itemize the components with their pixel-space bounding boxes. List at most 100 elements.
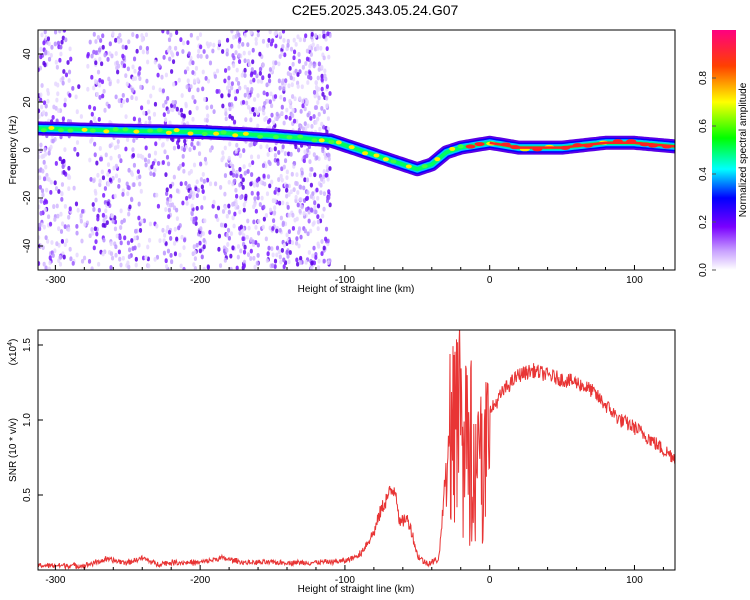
heatmap-noise-cell <box>95 91 99 97</box>
heatmap-noise-cell <box>137 117 142 123</box>
heatmap-noise-cell <box>69 256 73 262</box>
heatmap-noise-cell <box>264 236 268 242</box>
heatmap-noise-cell <box>57 189 61 194</box>
heatmap-ridge-peak <box>165 130 172 135</box>
heatmap-noise-cell <box>43 62 47 68</box>
heatmap-noise-cell <box>63 147 67 152</box>
heatmap-noise-cell <box>172 174 176 180</box>
heatmap-noise-cell <box>282 120 286 126</box>
heatmap-noise-cell <box>253 112 257 117</box>
heatmap-noise-cell <box>287 212 291 218</box>
heatmap-noise-cell <box>299 108 303 114</box>
heatmap-noise-cell <box>68 206 72 212</box>
heatmap-noise-cell <box>287 151 291 157</box>
heatmap-noise-cell <box>121 53 125 59</box>
heatmap-noise-cell <box>179 37 183 43</box>
heatmap-noise-cell <box>131 147 135 153</box>
heatmap-noise-cell <box>167 207 171 213</box>
heatmap-noise-cell <box>166 48 170 53</box>
heatmap-noise-cell <box>190 141 194 147</box>
heatmap-noise-cell <box>261 224 265 230</box>
heatmap-noise-cell <box>254 240 258 245</box>
heatmap-noise-cell <box>302 211 306 216</box>
heatmap-noise-cell <box>188 110 192 115</box>
heatmap-noise-cell <box>92 106 97 111</box>
heatmap-noise-cell <box>60 238 65 244</box>
heatmap-noise-cell <box>249 117 253 123</box>
heatmap-y-tick-label: -40 <box>22 238 33 253</box>
heatmap-noise-cell <box>168 120 172 126</box>
heatmap-noise-cell <box>278 254 282 260</box>
heatmap-noise-cell <box>219 222 224 228</box>
heatmap-noise-cell <box>252 182 257 188</box>
heatmap-noise-cell <box>124 146 128 152</box>
heatmap-noise-cell <box>275 252 279 258</box>
heatmap-noise-cell <box>170 69 174 74</box>
heatmap-noise-cell <box>263 117 267 122</box>
heatmap-noise-cell <box>281 30 286 34</box>
heatmap-noise-cell <box>309 115 313 121</box>
heatmap-noise-cell <box>287 259 291 265</box>
heatmap-noise-cell <box>309 228 313 234</box>
heatmap-noise-cell <box>256 191 260 197</box>
heatmap-noise-cell <box>162 238 166 244</box>
heatmap-noise-cell <box>186 78 190 84</box>
heatmap-noise-cell <box>312 63 316 69</box>
heatmap-noise-cell <box>238 37 242 42</box>
heatmap-noise-cell <box>127 254 131 260</box>
heatmap-noise-cell <box>138 76 142 82</box>
heatmap-noise-cell <box>244 117 248 123</box>
heatmap-noise-cell <box>251 160 255 166</box>
heatmap-noise-cell <box>120 219 124 225</box>
heatmap-noise-cell <box>258 51 262 57</box>
heatmap-noise-cell <box>238 182 242 188</box>
heatmap-noise-cell <box>38 261 41 266</box>
heatmap-noise-cell <box>317 67 321 72</box>
heatmap-noise-cell <box>61 35 65 41</box>
heatmap-noise-cell <box>162 55 166 60</box>
heatmap-noise-cell <box>269 147 273 153</box>
heatmap-noise-cell <box>263 101 267 106</box>
heatmap-noise-cell <box>59 229 64 234</box>
heatmap-noise-cell <box>227 155 231 161</box>
heatmap-noise-cell <box>314 33 318 39</box>
heatmap-noise-cell <box>246 87 250 92</box>
heatmap-ridge-peak <box>201 131 208 136</box>
heatmap-noise-cell <box>314 80 319 86</box>
heatmap-noise-cell <box>321 213 325 219</box>
heatmap-noise-cell <box>280 166 284 172</box>
heatmap-noise-cell <box>242 50 246 56</box>
heatmap-noise-cell <box>196 77 200 83</box>
heatmap-noise-cell <box>131 32 135 37</box>
heatmap-ridge-peak <box>81 127 88 132</box>
heatmap-noise-cell <box>227 235 231 241</box>
heatmap-noise-cell <box>225 37 230 43</box>
heatmap-noise-cell <box>63 242 67 248</box>
heatmap-noise-cell <box>60 182 65 187</box>
heatmap-noise-cell <box>97 47 102 53</box>
heatmap-noise-cell <box>100 169 104 175</box>
heatmap-noise-cell <box>150 164 154 170</box>
heatmap-noise-cell <box>94 39 98 44</box>
heatmap-noise-cell <box>249 154 254 160</box>
heatmap-noise-cell <box>242 164 246 170</box>
heatmap-noise-cell <box>326 260 331 266</box>
heatmap-noise-cell <box>322 55 326 61</box>
heatmap-noise-cell <box>314 120 318 125</box>
heatmap-noise-cell <box>273 205 277 211</box>
heatmap-noise-cell <box>186 66 190 72</box>
heatmap-noise-cell <box>298 96 302 101</box>
heatmap-noise-cell <box>242 148 246 153</box>
heatmap-noise-cell <box>153 167 157 173</box>
heatmap-noise-cell <box>92 178 96 184</box>
colorbar-tick-label: 0.0 <box>698 263 709 277</box>
heatmap-noise-cell <box>42 176 47 182</box>
heatmap-noise-cell <box>132 56 137 62</box>
heatmap-noise-cell <box>270 112 274 118</box>
snr-x-ticks: -300 -200 -100 0 100 <box>45 565 664 586</box>
heatmap-noise-cell <box>279 173 283 179</box>
heatmap-noise-cell <box>56 82 60 88</box>
heatmap-noise-cell <box>320 73 324 79</box>
heatmap-ridge-peak <box>67 128 74 133</box>
